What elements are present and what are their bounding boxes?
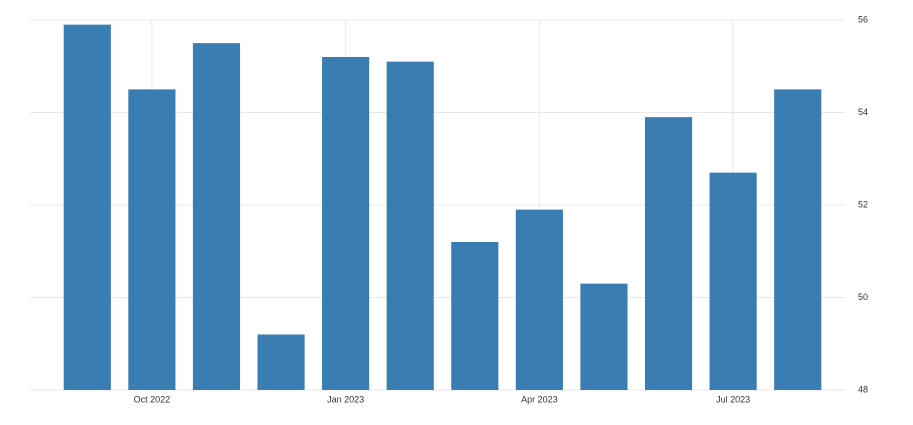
y-tick-label: 48 bbox=[858, 384, 868, 394]
y-tick-label: 56 bbox=[858, 14, 868, 24]
bar bbox=[322, 57, 370, 390]
x-tick-label: Oct 2022 bbox=[134, 394, 171, 404]
y-tick-label: 52 bbox=[858, 199, 868, 209]
bar bbox=[709, 172, 757, 390]
bar bbox=[128, 89, 176, 390]
bar bbox=[386, 61, 434, 390]
x-tick-label: Apr 2023 bbox=[521, 394, 558, 404]
y-tick-label: 54 bbox=[858, 107, 868, 117]
bar bbox=[644, 117, 693, 390]
x-tick-label: Jul 2023 bbox=[716, 394, 750, 404]
bar bbox=[257, 334, 305, 390]
y-tick-label: 50 bbox=[858, 292, 868, 302]
bar bbox=[580, 283, 628, 390]
bar bbox=[515, 209, 563, 390]
bar bbox=[192, 43, 241, 390]
bar bbox=[774, 89, 822, 390]
x-tick-label: Jan 2023 bbox=[327, 394, 364, 404]
bar bbox=[63, 24, 111, 390]
bar bbox=[451, 242, 499, 390]
